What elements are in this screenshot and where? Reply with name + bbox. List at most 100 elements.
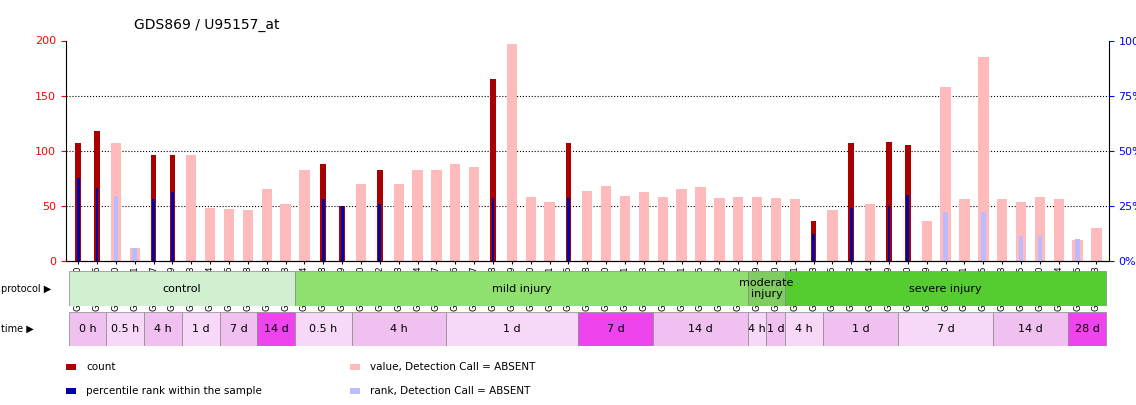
Bar <box>107 312 144 346</box>
Bar <box>351 312 445 346</box>
Bar <box>1068 312 1106 346</box>
Bar <box>491 79 495 261</box>
Bar <box>114 196 118 261</box>
Bar <box>412 170 423 261</box>
Bar <box>849 143 854 261</box>
Bar <box>152 199 154 261</box>
Bar <box>943 211 947 261</box>
Text: severe injury: severe injury <box>909 284 982 294</box>
Bar <box>295 312 351 346</box>
Bar <box>224 209 234 261</box>
Bar <box>850 208 853 261</box>
Bar <box>151 155 157 261</box>
Bar <box>899 312 993 346</box>
Bar <box>75 143 81 261</box>
Bar <box>1053 199 1064 261</box>
Bar <box>469 167 479 261</box>
Bar <box>921 222 932 261</box>
Text: 28 d: 28 d <box>1075 324 1100 334</box>
Bar <box>507 44 517 261</box>
Text: count: count <box>86 362 116 372</box>
Text: GDS869 / U95157_at: GDS869 / U95157_at <box>134 18 279 32</box>
Text: 1 d: 1 d <box>767 324 785 334</box>
Text: 7 d: 7 d <box>229 324 248 334</box>
Bar <box>638 192 649 261</box>
Text: 1 d: 1 d <box>192 324 209 334</box>
Bar <box>601 186 611 261</box>
Bar <box>907 195 909 261</box>
Bar <box>676 190 687 261</box>
Bar <box>243 211 253 261</box>
Bar <box>811 222 817 261</box>
Text: 4 h: 4 h <box>749 324 766 334</box>
Bar <box>978 57 988 261</box>
Bar <box>997 199 1008 261</box>
Text: 14 d: 14 d <box>688 324 712 334</box>
Text: 7 d: 7 d <box>937 324 954 334</box>
Bar <box>204 208 216 261</box>
Bar <box>905 145 911 261</box>
Bar <box>341 206 343 261</box>
Text: 4 h: 4 h <box>795 324 813 334</box>
Bar <box>733 197 743 261</box>
Bar <box>785 312 824 346</box>
Text: 1 d: 1 d <box>503 324 520 334</box>
Bar <box>1092 228 1102 261</box>
Bar <box>1076 239 1080 261</box>
Bar <box>377 170 383 261</box>
Text: 0.5 h: 0.5 h <box>309 324 337 334</box>
Text: rank, Detection Call = ABSENT: rank, Detection Call = ABSENT <box>370 386 531 396</box>
Bar <box>450 164 460 261</box>
Bar <box>824 312 899 346</box>
Bar <box>219 312 257 346</box>
Bar <box>321 199 325 261</box>
Bar <box>356 184 366 261</box>
Bar <box>747 271 785 306</box>
Bar <box>1035 197 1045 261</box>
Bar <box>767 312 785 346</box>
Text: value, Detection Call = ABSENT: value, Detection Call = ABSENT <box>370 362 536 372</box>
Bar <box>281 204 291 261</box>
Bar <box>653 312 747 346</box>
Bar <box>812 234 815 261</box>
Bar <box>77 179 80 261</box>
Text: 0.5 h: 0.5 h <box>111 324 140 334</box>
Bar <box>566 143 571 261</box>
Bar <box>68 271 295 306</box>
Bar <box>887 206 891 261</box>
Text: 1 d: 1 d <box>852 324 869 334</box>
Bar <box>567 198 570 261</box>
Bar <box>982 211 986 261</box>
Bar <box>130 248 140 261</box>
Text: percentile rank within the sample: percentile rank within the sample <box>86 386 262 396</box>
Bar <box>886 142 892 261</box>
Bar <box>1037 236 1042 261</box>
Bar <box>752 197 762 261</box>
Bar <box>864 204 876 261</box>
Bar <box>257 312 295 346</box>
Bar <box>320 164 326 261</box>
Bar <box>526 197 536 261</box>
Bar <box>993 312 1068 346</box>
Bar <box>1072 240 1083 261</box>
Bar <box>393 184 404 261</box>
Bar <box>747 312 767 346</box>
Text: time ▶: time ▶ <box>1 324 34 334</box>
Bar <box>169 155 175 261</box>
Bar <box>620 196 630 261</box>
Bar <box>1019 236 1024 261</box>
Bar <box>492 198 494 261</box>
Bar <box>172 192 174 261</box>
Text: 0 h: 0 h <box>78 324 97 334</box>
Bar <box>144 312 182 346</box>
Bar <box>186 155 197 261</box>
Bar <box>182 312 219 346</box>
Bar <box>790 199 800 261</box>
Bar <box>110 143 122 261</box>
Bar <box>544 202 554 261</box>
Bar <box>582 191 593 261</box>
Bar <box>941 87 951 261</box>
Bar <box>94 131 100 261</box>
Bar <box>715 198 725 261</box>
Bar <box>133 248 137 261</box>
